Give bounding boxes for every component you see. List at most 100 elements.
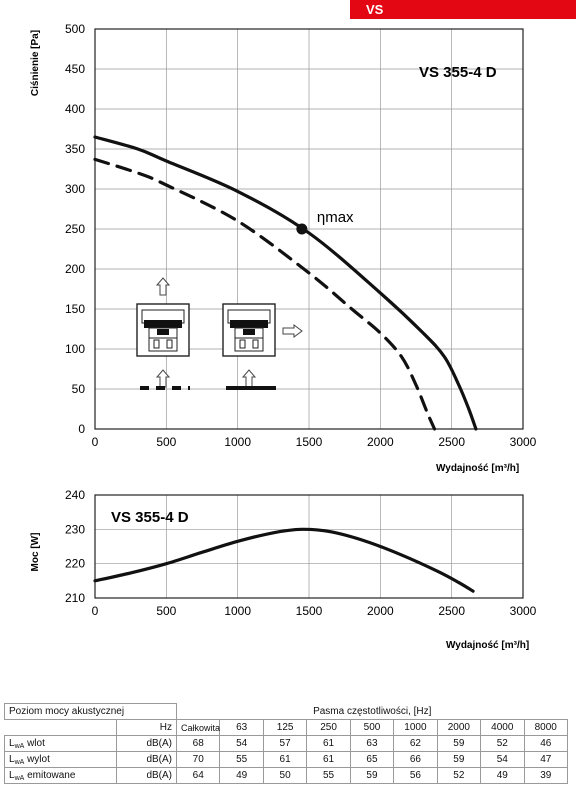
y-tick-label: 220 [65, 557, 85, 571]
acoustic-table-row: LwA wylot dB(A) 70 55 61 61 65 66 59 54 47 [4, 751, 569, 768]
frequency-column-header: 500 [349, 719, 395, 736]
power-chart: 0 500 1000 1500 2000 2500 3000 210 220 230 240 VS … [30, 488, 537, 651]
eta-max-label: ηmax [317, 209, 354, 226]
y-tick-label: 200 [65, 262, 85, 276]
solid-curve [93, 527, 475, 593]
y-tick-label: 300 [65, 182, 85, 196]
table-cell: 55 [219, 751, 264, 768]
header-blank-cell [5, 720, 117, 736]
pressure-y-axis-label: Ciśnienie [Pa] [30, 30, 41, 96]
x-tick-label: 3000 [510, 435, 537, 449]
row-label: LwA wylot [4, 751, 117, 768]
y-tick-label: 230 [65, 522, 85, 536]
table-cell: 54 [219, 735, 264, 752]
table-cell: 50 [262, 767, 308, 784]
power-series [93, 527, 475, 593]
y-tick-label: 100 [65, 342, 85, 356]
y-tick-label: 50 [72, 382, 86, 396]
x-tick-label: 500 [156, 435, 176, 449]
x-tick-label: 2000 [367, 604, 394, 618]
acoustic-table-title: Poziom mocy akustycznej [3, 703, 178, 720]
row-label: LwA emitowane [4, 767, 117, 784]
pressure-tick-labels: 0 500 1000 1500 2000 2500 3000 0 50 100 150 200 250 3… [65, 22, 537, 449]
plot-frame [94, 494, 524, 599]
row-unit: dB(A) [115, 735, 178, 752]
table-cell: 52 [436, 767, 482, 784]
frequency-column-header: Całkowita [176, 719, 221, 736]
x-tick-label: 2500 [438, 435, 465, 449]
table-cell: 66 [393, 751, 438, 768]
series-tag: VS [350, 0, 576, 19]
pressure-frame [94, 28, 524, 430]
y-tick-label: 150 [65, 302, 85, 316]
y-tick-label: 450 [65, 62, 85, 76]
table-cell: 70 [176, 751, 221, 768]
acoustic-table-header-row: Hz Całkowita 63 125 250 500 1000 2000 4000 8000 [5, 719, 569, 736]
frequency-band-header: Pasma częstotliwości, [Hz] [313, 705, 432, 717]
y-tick-label: 500 [65, 22, 85, 36]
x-tick-label: 1000 [224, 604, 251, 618]
y-tick-label: 210 [65, 591, 85, 605]
table-cell: 56 [393, 767, 438, 784]
acoustic-table-row: LwA wlot dB(A) 68 54 57 61 63 62 59 52 46 [4, 735, 569, 752]
table-cell: 47 [523, 751, 569, 768]
y-tick-label: 0 [78, 422, 85, 436]
table-cell: 62 [393, 735, 438, 752]
row-unit: dB(A) [115, 767, 178, 784]
acoustic-table-row: LwA emitowane dB(A) 64 49 50 55 59 56 52 49 39 [4, 767, 569, 784]
table-cell: 59 [436, 735, 482, 752]
frequency-column-header: 4000 [480, 719, 525, 736]
acoustic-table: Poziom mocy akustycznej Pasma częstotliw… [3, 703, 569, 784]
x-tick-label: 0 [92, 435, 99, 449]
plot-frame [94, 28, 524, 430]
table-cell: 61 [262, 751, 308, 768]
x-tick-label: 3000 [510, 604, 537, 618]
table-cell: 63 [349, 735, 395, 752]
power-chart-title: VS 355-4 D [111, 509, 189, 526]
x-tick-label: 500 [156, 604, 176, 618]
row-unit: dB(A) [115, 751, 178, 768]
outlet-fan-diagram [222, 303, 276, 357]
table-cell: 49 [219, 767, 264, 784]
table-cell: 65 [349, 751, 395, 768]
inlet-fan-diagram [136, 303, 190, 357]
pressure-series: ηmax [93, 135, 478, 431]
y-tick-label: 250 [65, 222, 85, 236]
pressure-chart: 0 500 1000 1500 2000 2500 3000 0 50 100 150 200 250 3… [30, 22, 537, 474]
x-tick-label: 2000 [367, 435, 394, 449]
table-cell: 55 [306, 767, 351, 784]
table-cell: 39 [523, 767, 569, 784]
x-tick-label: 2500 [438, 604, 465, 618]
table-cell: 52 [480, 735, 525, 752]
pressure-grid [94, 28, 524, 430]
table-cell: 68 [176, 735, 221, 752]
acoustic-table-title-row: Poziom mocy akustycznej Pasma częstotliw… [3, 703, 568, 720]
x-tick-label: 1000 [224, 435, 251, 449]
pressure-chart-title: VS 355-4 D [419, 64, 497, 81]
x-tick-label: 0 [92, 604, 99, 618]
table-cell: 61 [306, 751, 351, 768]
unit-header: Hz [115, 719, 178, 736]
y-tick-label: 350 [65, 142, 85, 156]
power-x-axis-label: Wydajność [m³/h] [446, 640, 529, 651]
frequency-column-header: 2000 [436, 719, 482, 736]
power-frame [94, 494, 524, 599]
inset-diagrams [136, 277, 303, 390]
table-cell: 57 [262, 735, 308, 752]
frequency-column-header: 63 [219, 719, 264, 736]
frequency-column-header: 125 [262, 719, 308, 736]
y-tick-label: 400 [65, 102, 85, 116]
frequency-column-header: 1000 [393, 719, 438, 736]
pressure-x-axis-label: Wydajność [m³/h] [436, 463, 519, 474]
x-tick-label: 1500 [296, 604, 323, 618]
table-cell: 61 [306, 735, 351, 752]
table-cell: 59 [349, 767, 395, 784]
y-tick-label: 240 [65, 488, 85, 502]
table-cell: 46 [523, 735, 569, 752]
solid-curve [93, 135, 478, 431]
table-cell: 59 [436, 751, 482, 768]
table-cell: 49 [480, 767, 525, 784]
power-tick-labels: 0 500 1000 1500 2000 2500 3000 210 220 230 240 [65, 488, 537, 618]
row-label: LwA wlot [4, 735, 117, 752]
frequency-column-header: 250 [306, 719, 351, 736]
